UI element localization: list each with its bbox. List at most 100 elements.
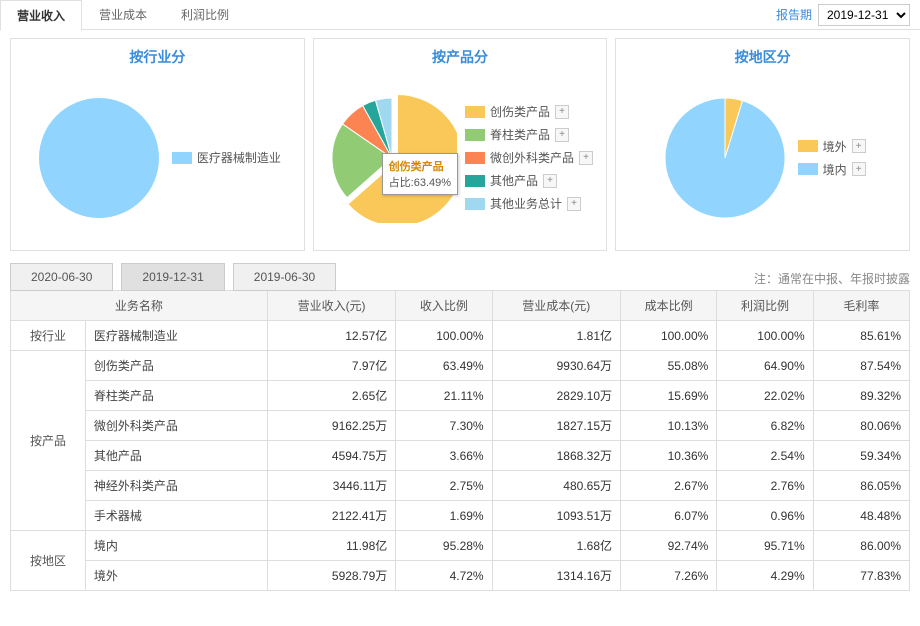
- cell: 2.67%: [621, 471, 717, 501]
- top-tab-1[interactable]: 营业成本: [82, 0, 164, 30]
- legend-swatch: [172, 152, 192, 164]
- data-table: 业务名称营业收入(元)收入比例营业成本(元)成本比例利润比例毛利率按行业医疗器械…: [10, 290, 910, 591]
- table-row: 其他产品4594.75万3.66%1868.32万10.36%2.54%59.3…: [11, 441, 910, 471]
- legend-swatch: [465, 198, 485, 210]
- cell: 2.54%: [717, 441, 813, 471]
- cell: 59.34%: [813, 441, 909, 471]
- report-period-select[interactable]: 2019-12-31: [818, 4, 910, 26]
- legend-item: 其他产品 +: [465, 172, 593, 189]
- table-note: 注：通常在中报、年报时披露: [754, 270, 910, 291]
- expand-button[interactable]: +: [852, 139, 866, 153]
- legend-label: 其他业务总计: [490, 195, 562, 212]
- legend-label: 境外: [823, 138, 847, 155]
- cell: 10.36%: [621, 441, 717, 471]
- col-header: 利润比例: [717, 291, 813, 321]
- chart-body-industry: 医疗器械制造业: [11, 75, 304, 240]
- cell: 创伤类产品: [85, 351, 267, 381]
- top-tab-0[interactable]: 营业收入: [0, 0, 82, 31]
- cell: 77.83%: [813, 561, 909, 591]
- date-tab-2[interactable]: 2019-06-30: [233, 263, 336, 291]
- legend-item: 境外 +: [798, 138, 866, 155]
- table-row: 手术器械2122.41万1.69%1093.51万6.07%0.96%48.48…: [11, 501, 910, 531]
- cell: 3.66%: [396, 441, 492, 471]
- legend-label: 境内: [823, 161, 847, 178]
- expand-button[interactable]: +: [555, 105, 569, 119]
- tooltip-name: 创伤类产品: [389, 161, 444, 173]
- expand-button[interactable]: +: [567, 197, 581, 211]
- legend-label: 微创外科类产品: [490, 149, 574, 166]
- cell: 2.65亿: [267, 381, 395, 411]
- legend-label: 创伤类产品: [490, 103, 550, 120]
- col-header: 收入比例: [396, 291, 492, 321]
- cell: 1.68亿: [492, 531, 620, 561]
- cell: 2.75%: [396, 471, 492, 501]
- expand-button[interactable]: +: [543, 174, 557, 188]
- chart-body-product: 创伤类产品+脊柱类产品+微创外科类产品+其他产品+其他业务总计+创伤类产品占比:…: [314, 75, 607, 240]
- group-cell: 按地区: [11, 531, 86, 591]
- cell: 89.32%: [813, 381, 909, 411]
- date-tabs: 2020-06-30 2019-12-31 2019-06-30: [10, 263, 336, 291]
- expand-button[interactable]: +: [852, 162, 866, 176]
- group-cell: 按产品: [11, 351, 86, 531]
- chart-panel-product: 按产品分创伤类产品+脊柱类产品+微创外科类产品+其他产品+其他业务总计+创伤类产…: [313, 38, 608, 251]
- pie-industry[interactable]: [34, 93, 164, 223]
- cell: 7.26%: [621, 561, 717, 591]
- legend-swatch: [465, 129, 485, 141]
- table-row: 按行业医疗器械制造业12.57亿100.00%1.81亿100.00%100.0…: [11, 321, 910, 351]
- cell: 12.57亿: [267, 321, 395, 351]
- top-bar: 营业收入营业成本利润比例 报告期 2019-12-31: [0, 0, 920, 30]
- cell: 85.61%: [813, 321, 909, 351]
- legend-item: 创伤类产品 +: [465, 103, 593, 120]
- table-row: 按产品创伤类产品7.97亿63.49%9930.64万55.08%64.90%8…: [11, 351, 910, 381]
- report-period: 报告期 2019-12-31: [776, 4, 920, 26]
- legend-swatch: [465, 152, 485, 164]
- cell: 0.96%: [717, 501, 813, 531]
- cell: 100.00%: [396, 321, 492, 351]
- col-header: 业务名称: [11, 291, 268, 321]
- cell: 6.82%: [717, 411, 813, 441]
- top-tabs: 营业收入营业成本利润比例: [0, 0, 246, 30]
- col-header: 毛利率: [813, 291, 909, 321]
- cell: 境内: [85, 531, 267, 561]
- date-tab-0[interactable]: 2020-06-30: [10, 263, 113, 291]
- cell: 15.69%: [621, 381, 717, 411]
- cell: 2122.41万: [267, 501, 395, 531]
- table-row: 神经外科类产品3446.11万2.75%480.65万2.67%2.76%86.…: [11, 471, 910, 501]
- legend-product: 创伤类产品 + 脊柱类产品 + 微创外科类产品 + 其他产品 + 其他业务总计 +: [465, 103, 593, 212]
- cell: 手术器械: [85, 501, 267, 531]
- table-section: 2020-06-30 2019-12-31 2019-06-30 注：通常在中报、年…: [0, 263, 920, 591]
- chart-title-industry: 按行业分: [11, 43, 304, 75]
- cell: 1314.16万: [492, 561, 620, 591]
- legend-item: 医疗器械制造业: [172, 149, 281, 166]
- expand-button[interactable]: +: [555, 128, 569, 142]
- cell: 64.90%: [717, 351, 813, 381]
- cell: 7.97亿: [267, 351, 395, 381]
- pie-region[interactable]: [660, 93, 790, 223]
- cell: 1093.51万: [492, 501, 620, 531]
- date-tab-1[interactable]: 2019-12-31: [121, 263, 224, 291]
- charts-row: 按行业分医疗器械制造业 按产品分创伤类产品 + 脊柱类产品 + 微创外科类产品 + 其他产品 +…: [0, 30, 920, 255]
- cell: 55.08%: [621, 351, 717, 381]
- chart-title-product: 按产品分: [314, 43, 607, 75]
- cell: 9930.64万: [492, 351, 620, 381]
- legend-item: 脊柱类产品 +: [465, 126, 593, 143]
- table-row: 微创外科类产品9162.25万7.30%1827.15万10.13%6.82%8…: [11, 411, 910, 441]
- chart-title-region: 按地区分: [616, 43, 909, 75]
- table-row: 脊柱类产品2.65亿21.11%2829.10万15.69%22.02%89.3…: [11, 381, 910, 411]
- cell: 4594.75万: [267, 441, 395, 471]
- legend-label: 其他产品: [490, 172, 538, 189]
- cell: 10.13%: [621, 411, 717, 441]
- legend-label: 脊柱类产品: [490, 126, 550, 143]
- legend-swatch: [798, 163, 818, 175]
- cell: 4.29%: [717, 561, 813, 591]
- cell: 86.00%: [813, 531, 909, 561]
- legend-swatch: [465, 106, 485, 118]
- cell: 2829.10万: [492, 381, 620, 411]
- cell: 1868.32万: [492, 441, 620, 471]
- cell: 100.00%: [717, 321, 813, 351]
- col-header: 营业成本(元): [492, 291, 620, 321]
- cell: 7.30%: [396, 411, 492, 441]
- top-tab-2[interactable]: 利润比例: [164, 0, 246, 30]
- cell: 92.74%: [621, 531, 717, 561]
- expand-button[interactable]: +: [579, 151, 593, 165]
